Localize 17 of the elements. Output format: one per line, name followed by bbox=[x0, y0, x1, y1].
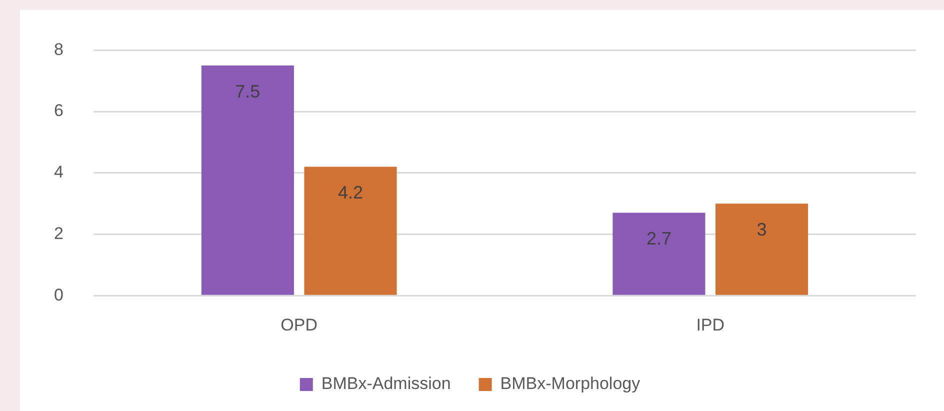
bar bbox=[716, 204, 808, 295]
data-label: 4.2 bbox=[338, 182, 364, 203]
legend-label: BMBx-Morphology bbox=[500, 374, 641, 394]
data-label: 3 bbox=[756, 220, 767, 240]
x-tick-label: OPD bbox=[280, 315, 318, 334]
bar bbox=[612, 212, 706, 295]
y-tick-label: 8 bbox=[54, 40, 64, 59]
data-label: 2.7 bbox=[646, 228, 672, 249]
y-tick-label: 6 bbox=[54, 101, 64, 120]
x-tick-label: IPD bbox=[696, 315, 725, 334]
y-tick-label: 4 bbox=[54, 162, 64, 182]
bar bbox=[201, 66, 294, 295]
y-tick-label: 2 bbox=[54, 224, 64, 243]
data-label: 7.5 bbox=[235, 82, 260, 102]
bar bbox=[304, 166, 397, 295]
y-tick-label: 0 bbox=[54, 285, 64, 304]
legend-label: BMBx-Admission bbox=[321, 374, 451, 394]
